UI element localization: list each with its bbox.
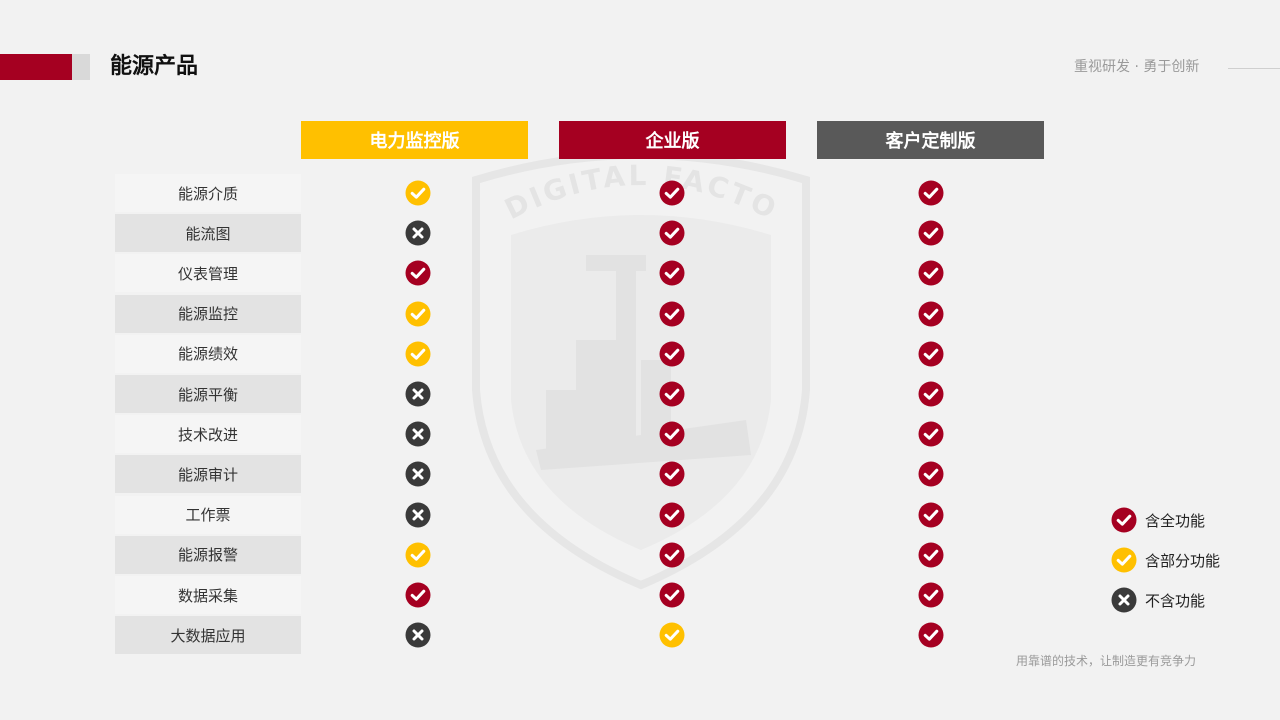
feature-row-label: 仪表管理	[115, 254, 301, 293]
no-feature-x-icon	[405, 381, 431, 407]
no-feature-x-icon	[405, 220, 431, 246]
legend-label: 含全功能	[1145, 511, 1206, 530]
partial-feature-check-icon	[1111, 547, 1137, 573]
full-feature-check-icon	[659, 421, 685, 447]
full-feature-check-icon	[918, 622, 944, 648]
no-feature-x-icon	[405, 502, 431, 528]
header-accent-bar	[0, 54, 72, 80]
full-feature-check-icon	[405, 260, 431, 286]
full-feature-check-icon	[918, 421, 944, 447]
no-feature-x-icon	[405, 421, 431, 447]
full-feature-check-icon	[918, 542, 944, 568]
full-feature-check-icon	[659, 542, 685, 568]
partial-feature-check-icon	[405, 301, 431, 327]
full-feature-check-icon	[918, 381, 944, 407]
full-feature-check-icon	[659, 502, 685, 528]
no-feature-x-icon	[1111, 587, 1137, 613]
full-feature-check-icon	[1111, 507, 1137, 533]
full-feature-check-icon	[918, 180, 944, 206]
digital-factory-watermark: DIGITAL FACTORY	[466, 140, 810, 590]
feature-row-label: 技术改进	[115, 415, 301, 454]
legend-label: 不含功能	[1145, 591, 1206, 610]
full-feature-check-icon	[918, 341, 944, 367]
no-feature-x-icon	[405, 461, 431, 487]
no-feature-x-icon	[405, 622, 431, 648]
feature-row-label: 大数据应用	[115, 616, 301, 655]
column-header-power-monitoring: 电力监控版	[301, 121, 528, 159]
footer-tagline: 用靠谱的技术，让制造更有竞争力	[1016, 654, 1197, 668]
feature-row-label: 能源平衡	[115, 375, 301, 413]
legend-item: 含全功能	[1111, 507, 1205, 533]
partial-feature-check-icon	[405, 180, 431, 206]
full-feature-check-icon	[918, 301, 944, 327]
full-feature-check-icon	[659, 461, 685, 487]
full-feature-check-icon	[659, 301, 685, 327]
full-feature-check-icon	[918, 502, 944, 528]
column-header-custom: 客户定制版	[817, 121, 1044, 159]
legend-item: 不含功能	[1111, 587, 1205, 613]
partial-feature-check-icon	[659, 622, 685, 648]
feature-row-label: 能源介质	[115, 174, 301, 212]
column-header-enterprise: 企业版	[559, 121, 786, 159]
full-feature-check-icon	[918, 220, 944, 246]
legend-item: 含部分功能	[1111, 547, 1220, 573]
header-accent-bar-gray	[72, 54, 90, 80]
feature-row-label: 数据采集	[115, 576, 301, 614]
full-feature-check-icon	[405, 582, 431, 608]
full-feature-check-icon	[918, 260, 944, 286]
full-feature-check-icon	[659, 381, 685, 407]
full-feature-check-icon	[659, 341, 685, 367]
slogan-divider	[1228, 68, 1280, 69]
feature-row-label: 能流图	[115, 214, 301, 253]
full-feature-check-icon	[659, 260, 685, 286]
partial-feature-check-icon	[405, 542, 431, 568]
full-feature-check-icon	[659, 582, 685, 608]
feature-row-label: 能源监控	[115, 294, 301, 333]
full-feature-check-icon	[918, 461, 944, 487]
page-title: 能源产品	[110, 54, 199, 79]
slogan: 重视研发 · 勇于创新	[1074, 59, 1200, 75]
legend-label: 含部分功能	[1145, 551, 1221, 570]
full-feature-check-icon	[659, 220, 685, 246]
feature-row-label: 能源绩效	[115, 334, 301, 373]
full-feature-check-icon	[918, 582, 944, 608]
feature-row-label: 能源报警	[115, 535, 301, 574]
feature-row-label: 能源审计	[115, 455, 301, 494]
full-feature-check-icon	[659, 180, 685, 206]
feature-row-label: 工作票	[115, 495, 301, 534]
partial-feature-check-icon	[405, 341, 431, 367]
